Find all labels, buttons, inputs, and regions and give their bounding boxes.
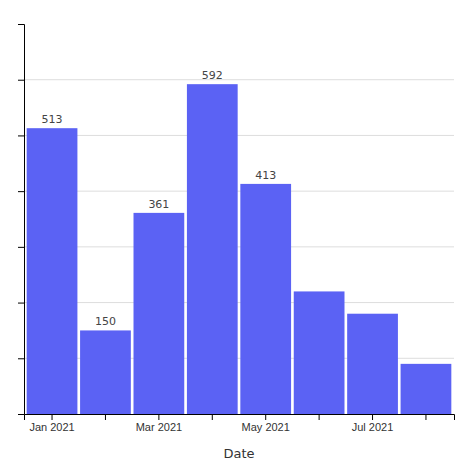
y-tick-mark [18,191,24,192]
grid-line [24,135,454,136]
y-tick-mark [18,80,24,81]
bar [27,128,78,414]
bar [347,314,398,414]
y-tick [18,247,24,248]
x-tick-mark [105,414,106,420]
x-tick-label: Mar 2021 [136,421,182,433]
x-tick: Mar 2021 [136,414,182,433]
data-label: 513 [42,113,63,126]
y-tick [18,80,24,81]
grid-line [24,302,454,303]
x-tick-mark [52,414,53,420]
y-axis-line [18,25,25,415]
grid-line [24,191,454,192]
y-tick [18,191,24,192]
grid-line [24,79,454,80]
x-tick-label: Jan 2021 [29,421,74,433]
y-tick-mark [18,303,24,304]
x-tick: Jan 2021 [29,414,74,433]
x-tick-mark [265,414,266,420]
y-tick-mark [18,135,24,136]
data-label: 413 [255,169,276,182]
x-tick-label: May 2021 [242,421,290,433]
x-tick: May 2021 [242,414,290,433]
x-tick [212,414,213,420]
data-label: 592 [202,69,223,82]
y-axis [18,25,25,415]
bar [401,364,452,414]
grid-line [24,246,454,247]
x-tick-mark [212,414,213,420]
data-label: 150 [95,315,116,328]
data-label: 361 [148,198,169,211]
x-tick-mark [158,414,159,420]
y-tick [18,358,24,359]
x-tick: Jul 2021 [352,414,394,433]
x-tick-label: Jul 2021 [352,421,394,433]
bar [80,330,131,414]
x-axis-title: Date [223,446,254,461]
y-tick [18,303,24,304]
bar [134,213,185,414]
bars [27,84,452,414]
bar [187,84,238,414]
x-tick-mark [372,414,373,420]
x-tick-mark [425,414,426,420]
bar [240,184,291,414]
y-tick-mark [18,247,24,248]
x-axis-line [25,415,455,421]
x-axis: Jan 2021 Mar 2021 May 2021 Jul 2021 [25,414,455,433]
y-tick-mark [18,358,24,359]
bar [294,291,345,414]
y-tick [18,135,24,136]
x-tick [105,414,106,420]
x-tick-mark [319,414,320,420]
x-tick [319,414,320,420]
x-tick [425,414,426,420]
plot: Jan 2021 Mar 2021 May 2021 Jul 2021 513 150 36… [18,25,455,433]
data-labels: 513 150 361 592 413 [42,69,277,328]
chart: Jan 2021 Mar 2021 May 2021 Jul 2021 513 150 36… [0,0,474,474]
